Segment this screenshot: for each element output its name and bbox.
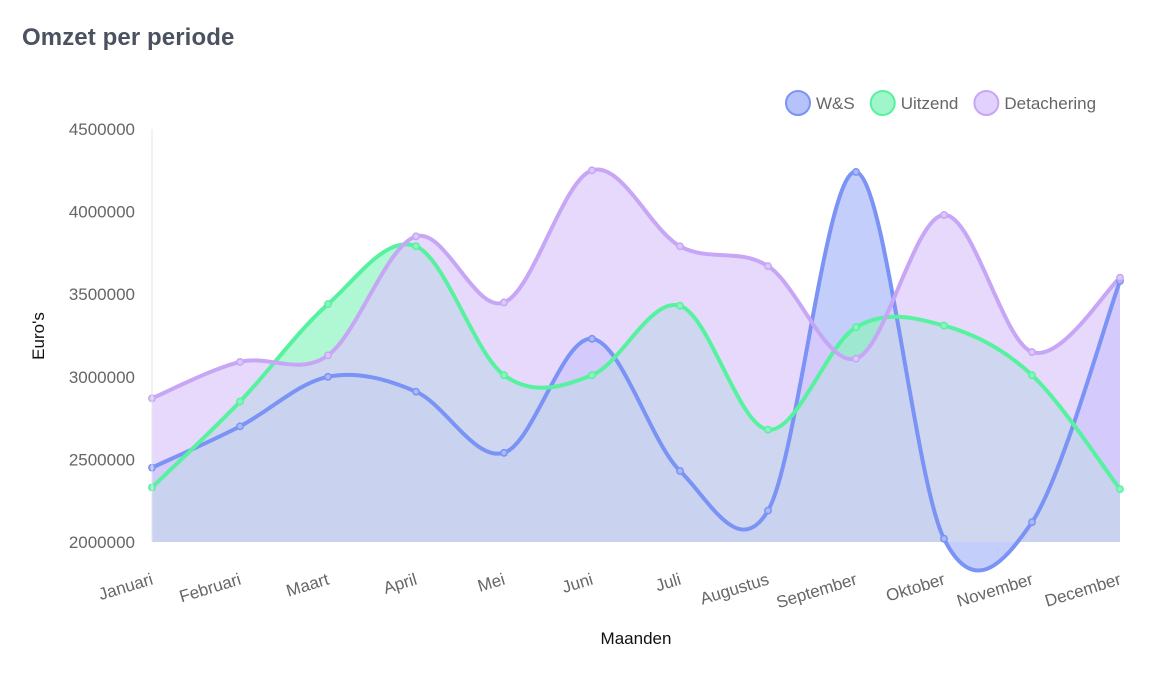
point-detachering-april[interactable] [412, 232, 420, 241]
point-uitzend-april[interactable] [412, 242, 420, 251]
legend: W&S Uitzend Detachering [785, 90, 1096, 116]
point-detachering-december[interactable] [1116, 273, 1124, 282]
series-lines [150, 167, 1122, 573]
point-uitzend-november[interactable] [1028, 371, 1036, 380]
x-tick-labels: Januari Februari Maart April Mei Juni Juli Augu… [96, 570, 1123, 613]
line-detachering [150, 167, 1122, 401]
x-tick-label: Januari [96, 570, 155, 604]
series-areas [152, 169, 1120, 571]
y-tick-label: 4000000 [69, 203, 135, 222]
y-tick-label: 3000000 [69, 368, 135, 387]
area-detachering [152, 169, 1120, 542]
point-uitzend-maart[interactable] [324, 300, 332, 309]
legend-item-detachering[interactable]: Detachering [973, 90, 1096, 116]
legend-label: Detachering [1004, 94, 1096, 113]
y-tick-label: 4500000 [69, 120, 135, 139]
point-w-s-mei[interactable] [500, 448, 508, 457]
point-w-s-juli[interactable] [676, 467, 684, 475]
x-tick-label: September [774, 570, 859, 613]
point-uitzend-september[interactable] [852, 323, 860, 332]
point-w-s-oktober[interactable] [940, 534, 948, 543]
x-tick-label: November [955, 570, 1036, 611]
legend-swatch [973, 90, 1000, 116]
point-w-s-november[interactable] [1028, 518, 1036, 527]
point-uitzend-december[interactable] [1116, 485, 1124, 494]
point-detachering-november[interactable] [1028, 348, 1036, 356]
line-w-s [150, 169, 1122, 573]
point-w-s-september[interactable] [852, 168, 860, 176]
point-detachering-juni[interactable] [588, 166, 596, 175]
x-tick-label: April [381, 570, 419, 598]
point-uitzend-augustus[interactable] [764, 425, 772, 434]
x-tick-label: Februari [177, 570, 243, 607]
point-w-s-februari[interactable] [236, 422, 244, 431]
y-tick-label: 2500000 [69, 450, 135, 469]
point-w-s-maart[interactable] [324, 372, 332, 381]
point-detachering-februari[interactable] [236, 357, 244, 366]
legend-item-uitzend[interactable]: Uitzend [869, 90, 959, 116]
x-axis-title: Maanden [601, 629, 672, 648]
point-detachering-oktober[interactable] [940, 210, 948, 219]
x-tick-label: Juli [653, 570, 683, 596]
point-uitzend-juni[interactable] [588, 371, 596, 380]
point-w-s-juni[interactable] [588, 334, 596, 343]
x-tick-label: Augustus [698, 570, 771, 609]
point-uitzend-juli[interactable] [676, 301, 684, 310]
point-detachering-september[interactable] [852, 354, 860, 363]
line-uitzend [150, 242, 1122, 492]
page-title: Omzet per periode [22, 24, 235, 51]
y-axis-title: Euro's [29, 312, 48, 360]
x-tick-label: Maart [284, 570, 331, 601]
y-tick-label: 2000000 [69, 533, 135, 552]
point-w-s-april[interactable] [412, 387, 420, 396]
legend-label: Uitzend [901, 94, 959, 113]
y-tick-label: 3500000 [69, 285, 135, 304]
point-detachering-augustus[interactable] [764, 262, 772, 271]
point-detachering-mei[interactable] [500, 298, 508, 307]
x-tick-label: December [1043, 570, 1124, 611]
legend-label: W&S [816, 94, 855, 113]
x-tick-label: Oktober [884, 570, 948, 606]
point-uitzend-februari[interactable] [236, 397, 244, 406]
y-tick-labels: 2000000 2500000 3000000 3500000 4000000 45000… [69, 120, 135, 552]
x-tick-label: Juni [560, 570, 595, 597]
point-w-s-augustus[interactable] [764, 506, 772, 515]
legend-item-w-s[interactable]: W&S [785, 90, 855, 116]
point-detachering-maart[interactable] [324, 351, 332, 360]
legend-swatch [869, 90, 896, 116]
point-detachering-juli[interactable] [676, 242, 684, 251]
point-uitzend-mei[interactable] [500, 371, 508, 380]
legend-swatch [785, 90, 811, 116]
point-uitzend-oktober[interactable] [940, 321, 948, 330]
x-tick-label: Mei [475, 570, 507, 596]
